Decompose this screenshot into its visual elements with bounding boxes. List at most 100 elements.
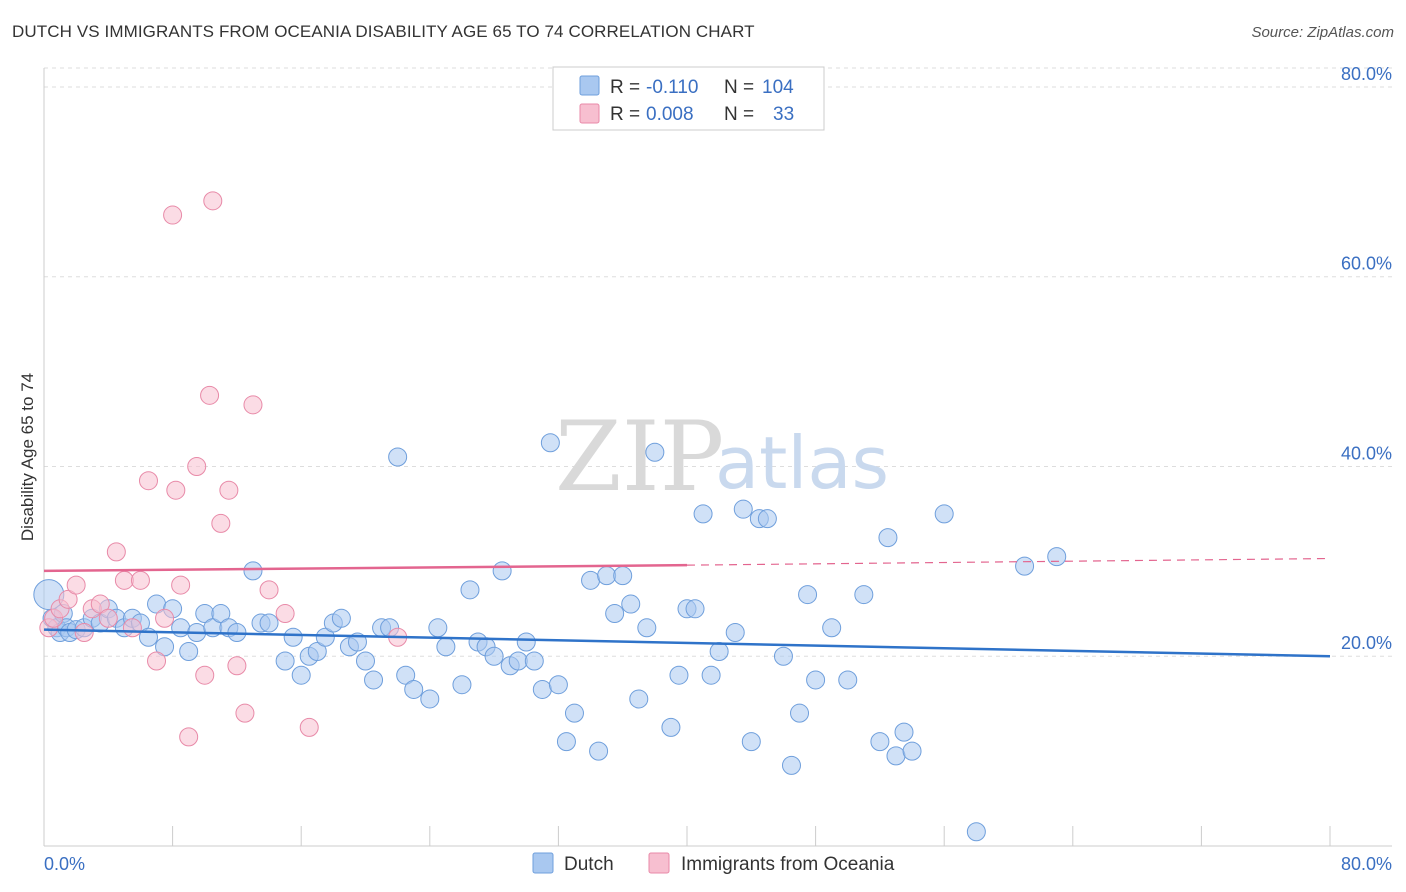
legend-bottom: Dutch Immigrants from Oceania [532, 852, 895, 875]
dutch-point-45 [388, 447, 408, 467]
dutch-point-83 [733, 499, 753, 519]
dutch-point-63 [548, 675, 568, 695]
dutch-point-50 [436, 637, 456, 657]
dutch-point-69 [605, 604, 625, 624]
oceania-point-31 [299, 717, 319, 737]
dutch-point-75 [661, 717, 681, 737]
legend-bottom-label-dutch: Dutch [564, 854, 614, 875]
dutch-point-64 [556, 732, 576, 752]
oceania-point-15 [155, 608, 175, 628]
dutch-point-94 [854, 585, 874, 605]
legend-swatch-dutch [579, 75, 600, 96]
oceania-point-26 [227, 656, 247, 676]
watermark: ZIP atlas [555, 401, 889, 513]
dutch-point-35 [307, 642, 327, 661]
oceania-point-22 [200, 385, 220, 405]
oceania-point-24 [211, 513, 231, 533]
oceania-point-12 [130, 570, 150, 590]
dutch-point-32 [283, 627, 303, 647]
dutch-point-67 [589, 741, 609, 761]
oceania-point-14 [147, 651, 167, 671]
dutch-point-55 [484, 646, 504, 666]
legend-r-value-dutch: -0.110 [646, 77, 698, 98]
dutch-point-46 [396, 665, 416, 685]
legend-bottom-label-oceania: Immigrants from Oceania [681, 854, 895, 875]
dutch-point-56 [492, 561, 512, 581]
y-tick-label-80: 80.0% [1341, 64, 1392, 84]
dutch-point-30 [259, 613, 279, 633]
dutch-point-101 [966, 822, 986, 842]
dutch-point-93 [838, 670, 858, 690]
dutch-point-73 [637, 618, 657, 638]
dutch-point-76 [669, 665, 689, 685]
chart-title: DUTCH VS IMMIGRANTS FROM OCEANIA DISABIL… [12, 22, 755, 41]
dutch-point-81 [709, 642, 729, 661]
legend-top: R = -0.110 N = 104 R = 0.008 N = 33 [552, 66, 825, 131]
series-oceania-points [39, 191, 408, 747]
oceania-point-10 [114, 570, 134, 590]
dutch-point-33 [291, 665, 311, 685]
dutch-point-71 [621, 594, 641, 614]
oceania-point-21 [195, 665, 215, 685]
legend-r-value-oceania: 0.008 [646, 104, 694, 125]
dutch-point-68 [597, 566, 617, 586]
dutch-point-25 [211, 604, 231, 624]
dutch-point-102 [1015, 556, 1035, 576]
oceania-point-5 [74, 623, 94, 643]
dutch-point-84 [741, 732, 761, 752]
dutch-point-74 [645, 442, 665, 462]
dutch-point-70 [613, 566, 633, 586]
dutch-point-31 [275, 651, 295, 671]
series-dutch-points [33, 433, 1067, 842]
legend-r-label-oceania: R = [610, 104, 640, 125]
dutch-point-78 [685, 599, 705, 619]
y-tick-label-60: 60.0% [1341, 254, 1392, 274]
legend-n-value-dutch: 104 [762, 77, 794, 98]
dutch-point-36 [315, 627, 335, 647]
dutch-point-91 [806, 670, 826, 690]
legend-n-label-dutch: N = [724, 77, 754, 98]
oceania-point-28 [243, 395, 263, 415]
dutch-point-88 [781, 755, 801, 775]
y-tick-label-20: 20.0% [1341, 633, 1392, 653]
trendlines [43, 557, 1331, 658]
legend-swatch-oceania [579, 103, 600, 124]
dutch-point-49 [428, 618, 448, 638]
y-tick-label-40: 40.0% [1341, 443, 1392, 463]
dutch-point-72 [629, 689, 649, 709]
source-label: Source: ZipAtlas.com [1251, 24, 1394, 41]
oceania-point-4 [66, 575, 86, 595]
legend-r-label-dutch: R = [610, 77, 640, 98]
x-ticks [172, 826, 1331, 846]
watermark-zip: ZIP [555, 401, 724, 513]
dutch-point-79 [693, 504, 713, 524]
oceania-point-11 [122, 618, 142, 638]
dutch-point-47 [404, 679, 424, 699]
oceania-point-19 [179, 727, 199, 747]
dutch-point-58 [508, 651, 528, 671]
dutch-point-92 [822, 618, 842, 638]
oceania-point-29 [259, 580, 279, 600]
y-tick-labels: 20.0% 40.0% 60.0% 80.0% [1341, 64, 1392, 653]
dutch-point-52 [460, 580, 480, 600]
dutch-point-42 [364, 670, 384, 690]
dutch-point-38 [331, 608, 351, 628]
legend-bottom-swatch-oceania [648, 852, 670, 874]
dutch-point-48 [420, 689, 440, 709]
dutch-point-80 [701, 665, 721, 685]
oceania-point-20 [187, 456, 207, 476]
oceania-point-17 [166, 480, 186, 500]
trendline-dutch [43, 628, 1331, 658]
dutch-point-18 [155, 637, 175, 657]
dutch-point-99 [902, 741, 922, 761]
dutch-point-89 [790, 703, 810, 723]
legend-bottom-swatch-dutch [532, 852, 554, 874]
oceania-point-3 [58, 589, 78, 609]
oceania-point-30 [275, 604, 295, 624]
y-axis-title: Disability Age 65 to 74 [18, 373, 37, 541]
dutch-point-97 [886, 746, 906, 766]
dutch-point-62 [540, 433, 560, 453]
dutch-point-103 [1047, 547, 1067, 567]
oceania-point-9 [106, 542, 126, 562]
